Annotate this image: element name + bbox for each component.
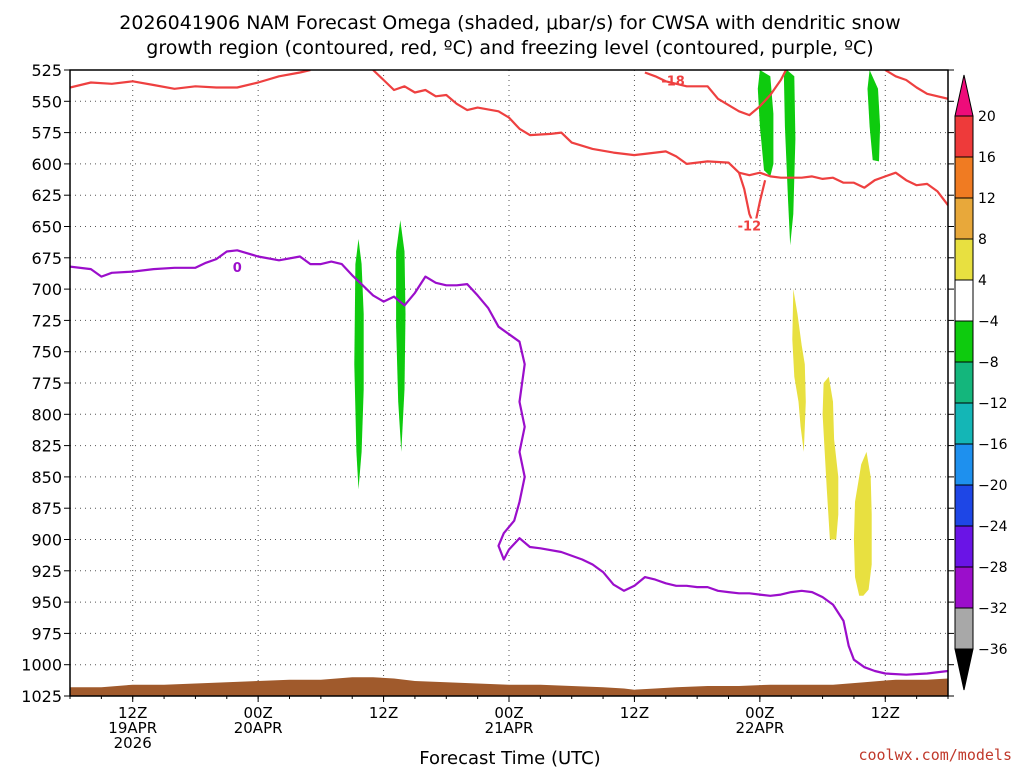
y-axis-ticks: 525 550 575 600 625 650 675 700 725 750 775 800 825 8… bbox=[21, 61, 954, 706]
y-tick-label-825: 825 bbox=[31, 437, 62, 456]
colorbar-segment-2 bbox=[954, 156, 974, 199]
colorbar-segment-11 bbox=[954, 525, 974, 568]
y-tick-label-850: 850 bbox=[31, 468, 62, 487]
chart-title-line2: growth region (contoured, red, ºC) and f… bbox=[146, 37, 873, 59]
y-tick-label-625: 625 bbox=[31, 186, 62, 205]
y-tick-label-600: 600 bbox=[31, 155, 62, 174]
colorbar-segment-3 bbox=[954, 197, 974, 240]
colorbar-segment-12 bbox=[954, 566, 974, 609]
y-tick-label-925: 925 bbox=[31, 562, 62, 581]
y-tick-label-975: 975 bbox=[31, 624, 62, 643]
colorbar-segment-9 bbox=[954, 443, 974, 486]
colorbar-segment-10 bbox=[954, 484, 974, 527]
contour-label-dendritic_minus12_hook: -12 bbox=[738, 220, 762, 235]
colorbar-label-10: −24 bbox=[978, 519, 1008, 535]
chart-title-line1: 2026041906 NAM Forecast Omega (shaded, μ… bbox=[119, 12, 900, 34]
terrain bbox=[70, 677, 948, 696]
y-tick-label-550: 550 bbox=[31, 92, 62, 111]
omega-green-1 bbox=[354, 239, 364, 490]
colorbar-label-2: 12 bbox=[978, 191, 996, 207]
omega-yellow-3 bbox=[853, 451, 872, 596]
colorbar-label-0: 20 bbox=[978, 109, 996, 125]
x-tick-label-54-0: 12Z bbox=[620, 704, 649, 722]
y-tick-label-1000: 1000 bbox=[21, 656, 62, 675]
colorbar-segment-1 bbox=[954, 115, 974, 158]
contour-dendritic_minus18_b bbox=[372, 70, 948, 206]
y-tick-label-800: 800 bbox=[31, 405, 62, 424]
x-tick-label-6-2: 2026 bbox=[114, 734, 152, 752]
y-tick-label-875: 875 bbox=[31, 499, 62, 518]
colorbar-label-7: −12 bbox=[978, 396, 1008, 412]
x-tick-label-30-0: 12Z bbox=[369, 704, 398, 722]
x-tick-label-66-0: 00Z bbox=[745, 704, 774, 722]
colorbar-label-11: −28 bbox=[978, 560, 1008, 576]
plot-area: -18-120 bbox=[69, 69, 949, 697]
colorbar-label-4: 4 bbox=[978, 273, 987, 289]
y-tick-label-750: 750 bbox=[31, 343, 62, 362]
contour-dendritic_right2 bbox=[884, 70, 948, 100]
colorbar-segment-13 bbox=[954, 607, 974, 650]
colorbar-label-1: 16 bbox=[978, 150, 996, 166]
colorbar-label-8: −16 bbox=[978, 437, 1008, 453]
colorbar-segment-6 bbox=[954, 320, 974, 363]
x-axis-title: Forecast Time (UTC) bbox=[419, 748, 600, 768]
contour-dendritic_minus12_hook bbox=[737, 172, 767, 228]
colorbar-label-5: −4 bbox=[978, 314, 999, 330]
colorbar-segment-4 bbox=[954, 238, 974, 281]
y-tick-label-525: 525 bbox=[31, 61, 62, 80]
omega-yellow-2 bbox=[822, 376, 839, 540]
colorbar-segment-8 bbox=[954, 402, 974, 445]
y-tick-label-900: 900 bbox=[31, 531, 62, 550]
y-tick-label-650: 650 bbox=[31, 218, 62, 237]
omega-green-5 bbox=[867, 70, 881, 162]
omega-yellow-1 bbox=[792, 289, 806, 452]
x-tick-label-78-0: 12Z bbox=[871, 704, 900, 722]
contour-dendritic_minus18 bbox=[70, 70, 311, 90]
colorbar-label-13: −36 bbox=[978, 642, 1008, 658]
colorbar-label-12: −32 bbox=[978, 601, 1008, 617]
colorbar-label-6: −8 bbox=[978, 355, 999, 371]
omega-green-4 bbox=[783, 70, 796, 246]
contour-dendritic_right bbox=[644, 70, 787, 117]
y-tick-label-675: 675 bbox=[31, 249, 62, 268]
plot-frame bbox=[69, 69, 949, 697]
plot-content: -18-120 bbox=[70, 70, 948, 696]
y-tick-label-1025: 1025 bbox=[21, 687, 62, 706]
contour-freezing_zero bbox=[70, 249, 948, 676]
contour-label-bg-dendritic_minus12_hook bbox=[735, 218, 764, 233]
colorbar-segment-5 bbox=[954, 279, 974, 322]
y-tick-label-950: 950 bbox=[31, 593, 62, 612]
colorbar: 20 16 12 8 4 −4 −8 −12 −16 −20 −24 −28 −32 −36 bbox=[954, 74, 1008, 691]
y-tick-label-575: 575 bbox=[31, 124, 62, 143]
x-tick-label-6-0: 12Z bbox=[118, 704, 147, 722]
y-tick-label-725: 725 bbox=[31, 311, 62, 330]
y-tick-label-700: 700 bbox=[31, 280, 62, 299]
colorbar-segment-14 bbox=[954, 648, 974, 691]
x-tick-label-6-1: 19APR bbox=[108, 719, 157, 737]
x-tick-label-18-0: 00Z bbox=[243, 704, 272, 722]
x-tick-label-42-0: 00Z bbox=[494, 704, 523, 722]
colorbar-segment-7 bbox=[954, 361, 974, 404]
site-credit[interactable]: coolwx.com/models bbox=[858, 746, 1012, 764]
contour-label-freezing_zero: 0 bbox=[233, 261, 242, 276]
colorbar-label-3: 8 bbox=[978, 232, 987, 248]
omega-green-2 bbox=[396, 220, 406, 452]
colorbar-label-9: −20 bbox=[978, 478, 1008, 494]
x-tick-label-18-1: 20APR bbox=[234, 719, 283, 737]
y-tick-label-775: 775 bbox=[31, 374, 62, 393]
x-tick-label-42-1: 21APR bbox=[485, 719, 534, 737]
colorbar-segment-0 bbox=[954, 74, 974, 117]
contour-label-bg-freezing_zero bbox=[231, 259, 244, 274]
x-tick-label-66-1: 22APR bbox=[735, 719, 784, 737]
